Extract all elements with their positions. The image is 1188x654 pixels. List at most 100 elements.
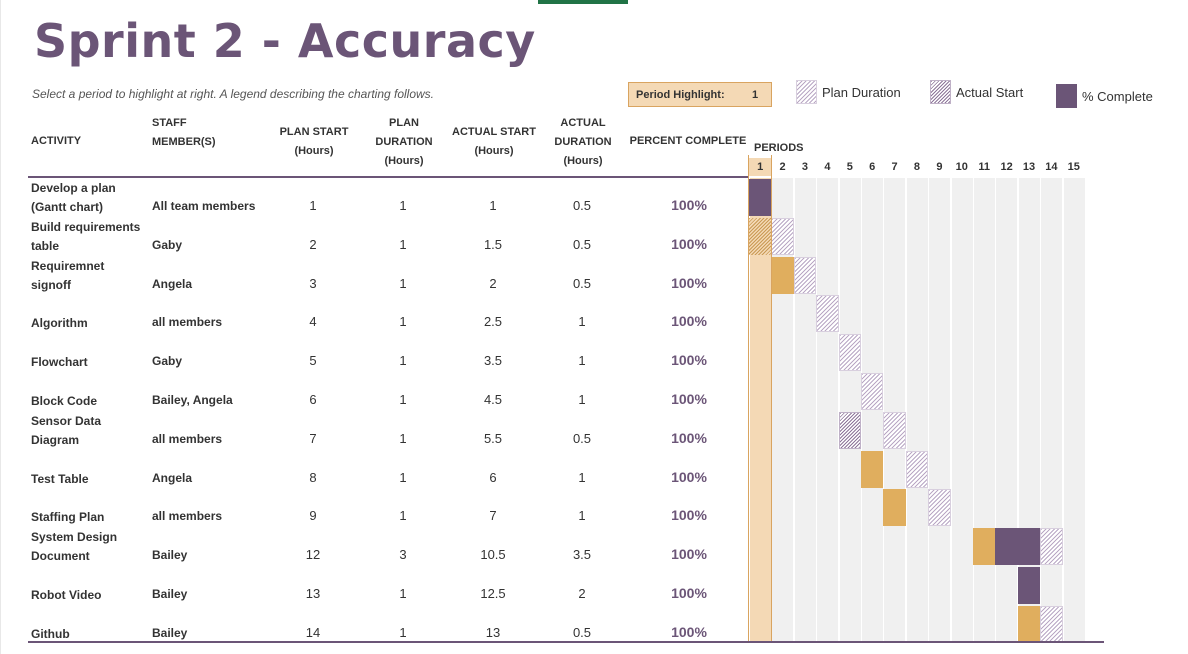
- period-number-15[interactable]: 15: [1067, 161, 1080, 173]
- page-subtitle: Select a period to highlight at right. A…: [32, 87, 435, 101]
- period-number-12[interactable]: 12: [1000, 161, 1013, 173]
- table-row[interactable]: Block Code Bailey, Angela 6 1 4.5 1 100%: [0, 372, 748, 411]
- staff-cell: Gaby: [152, 354, 183, 369]
- header-plan-start-line1: PLAN START: [279, 126, 349, 138]
- plan-duration-cell: 1: [399, 624, 407, 640]
- activity-line1: Develop a plan: [31, 181, 116, 195]
- actual-duration-cell: 0.5: [572, 236, 592, 252]
- activity-line2: Test Table: [31, 471, 89, 486]
- period-number-9[interactable]: 9: [936, 161, 943, 173]
- plan-start-cell: 2: [309, 236, 317, 252]
- percent-complete-cell: 100%: [671, 507, 707, 524]
- plan-start-cell: 14: [305, 624, 321, 640]
- period-highlight-control[interactable]: Period Highlight: 1: [628, 82, 772, 107]
- active-tab-indicator: [538, 0, 628, 4]
- period-number-7[interactable]: 7: [891, 161, 898, 173]
- actual-start-cell: 6: [489, 469, 497, 485]
- header-actual-duration-line1: ACTUAL: [560, 117, 606, 129]
- period-number-5[interactable]: 5: [846, 161, 853, 173]
- period-number-10[interactable]: 10: [955, 161, 968, 173]
- actual-start-swatch-icon: [930, 80, 951, 104]
- period-number-3[interactable]: 3: [801, 161, 809, 173]
- period-highlight-label: Period Highlight:: [636, 88, 725, 101]
- staff-cell: All team members: [152, 199, 256, 213]
- table-row[interactable]: Test Table Angela 8 1 6 1 100%: [0, 450, 748, 489]
- header-plan-duration-line2: DURATION: [375, 136, 433, 148]
- percent-complete-cell: 100%: [671, 468, 707, 485]
- activity-cell: Github: [31, 625, 151, 644]
- header-staff-line2: MEMBER(S): [152, 136, 216, 148]
- plan-start-cell: 9: [309, 508, 317, 524]
- percent-complete-cell: 100%: [671, 235, 707, 252]
- table-row[interactable]: Github Bailey 14 1 13 0.5 100%: [0, 605, 748, 644]
- legend-percent-complete: % Complete: [1056, 84, 1153, 108]
- period-number-11[interactable]: 11: [978, 161, 991, 173]
- activity-cell: Test Table: [31, 470, 151, 489]
- activity-line1: Requiremnet: [31, 258, 105, 273]
- percent-complete-cell: 100%: [671, 391, 707, 407]
- period-column-2: [772, 178, 794, 641]
- period-column-7: [884, 178, 906, 641]
- header-plan-duration: PLAN DURATION (Hours): [363, 114, 445, 171]
- table-row[interactable]: Flowchart Gaby 5 1 3.5 1 100%: [0, 333, 748, 372]
- plan-start-cell: 8: [309, 469, 317, 485]
- period-number-1[interactable]: 1: [757, 161, 764, 173]
- table-row[interactable]: Algorithm all members 4 1 2.5 1 100%: [0, 294, 748, 333]
- activity-line2: signoff: [31, 277, 71, 292]
- gantt-bar-plan: [816, 295, 839, 333]
- period-column-14: [1041, 178, 1063, 641]
- percent-complete-swatch-icon: [1056, 84, 1077, 108]
- actual-duration-cell: 1: [578, 508, 586, 524]
- actual-start-cell: 10.5: [480, 547, 506, 563]
- table-row[interactable]: Requiremnet signoff Angela 3 1 2 0.5 100%: [0, 256, 748, 295]
- period-column-10: [951, 178, 973, 641]
- period-number-13[interactable]: 13: [1022, 161, 1036, 173]
- table-row[interactable]: Build requirements table Gaby 2 1 1.5 0.5 100%: [0, 217, 748, 256]
- gantt-bar-plan: [838, 334, 861, 372]
- percent-complete-cell: 100%: [671, 585, 707, 601]
- gantt-bar-complete: [1017, 567, 1041, 604]
- actual-duration-cell: 3.5: [572, 547, 592, 563]
- legend-percent-complete-label: % Complete: [1082, 88, 1153, 104]
- header-plan-start-line2: (Hours): [294, 145, 334, 157]
- actual-duration-cell: 0.5: [572, 624, 592, 640]
- period-column-9: [929, 178, 951, 641]
- period-number-8[interactable]: 8: [913, 161, 921, 173]
- gantt-bar-plan: [883, 411, 906, 449]
- plan-start-cell: 5: [309, 353, 317, 369]
- table-row[interactable]: Sensor Data Diagram all members 7 1 5.5 0.5 100…: [0, 411, 748, 450]
- table-row[interactable]: System Design Document Bailey 12 3 10.5 3.5 100…: [0, 527, 748, 566]
- activity-line2: table: [31, 238, 60, 253]
- header-actual-start: ACTUAL START (Hours): [446, 123, 542, 161]
- gantt-bar-complete: [1017, 528, 1041, 566]
- plan-duration-cell: 1: [399, 430, 407, 446]
- legend-plan-duration: Plan Duration: [796, 80, 901, 104]
- header-plan-duration-line1: PLAN: [389, 117, 419, 129]
- header-actual-duration: ACTUAL DURATION (Hours): [542, 114, 624, 171]
- period-number-14[interactable]: 14: [1045, 161, 1058, 173]
- gantt-bar-plan: [905, 450, 929, 488]
- actual-duration-cell: 0.5: [572, 198, 592, 213]
- actual-duration-cell: 2: [578, 586, 586, 601]
- legend-actual-start-label: Actual Start: [956, 84, 1024, 100]
- plan-start-cell: 1: [309, 198, 317, 213]
- table-row[interactable]: Staffing Plan all members 9 1 7 1 100%: [0, 488, 748, 527]
- table-row[interactable]: Robot Video Bailey 13 1 12.5 2 100%: [0, 566, 748, 605]
- period-column-13: [1018, 178, 1040, 641]
- gantt-bar-plan: [1040, 528, 1063, 566]
- period-number-6[interactable]: 6: [869, 161, 876, 173]
- table-row[interactable]: Develop a plan (Gantt chart) All team memb…: [0, 178, 748, 217]
- staff-cell: Bailey: [152, 548, 188, 563]
- staff-cell: Gaby: [152, 237, 183, 252]
- plan-start-cell: 3: [309, 275, 317, 291]
- period-highlight-input[interactable]: 1: [751, 88, 759, 101]
- period-number-4[interactable]: 4: [824, 161, 831, 173]
- plan-start-cell: 7: [309, 430, 317, 446]
- plan-start-cell: 4: [309, 314, 317, 330]
- activity-line2: Robot Video: [31, 588, 102, 602]
- staff-cell: all members: [152, 315, 223, 330]
- period-column-4: [817, 178, 839, 641]
- page-title: Sprint 2 - Accuracy: [34, 14, 536, 68]
- activity-line2: (Gantt chart): [31, 200, 103, 214]
- period-number-2[interactable]: 2: [779, 161, 786, 173]
